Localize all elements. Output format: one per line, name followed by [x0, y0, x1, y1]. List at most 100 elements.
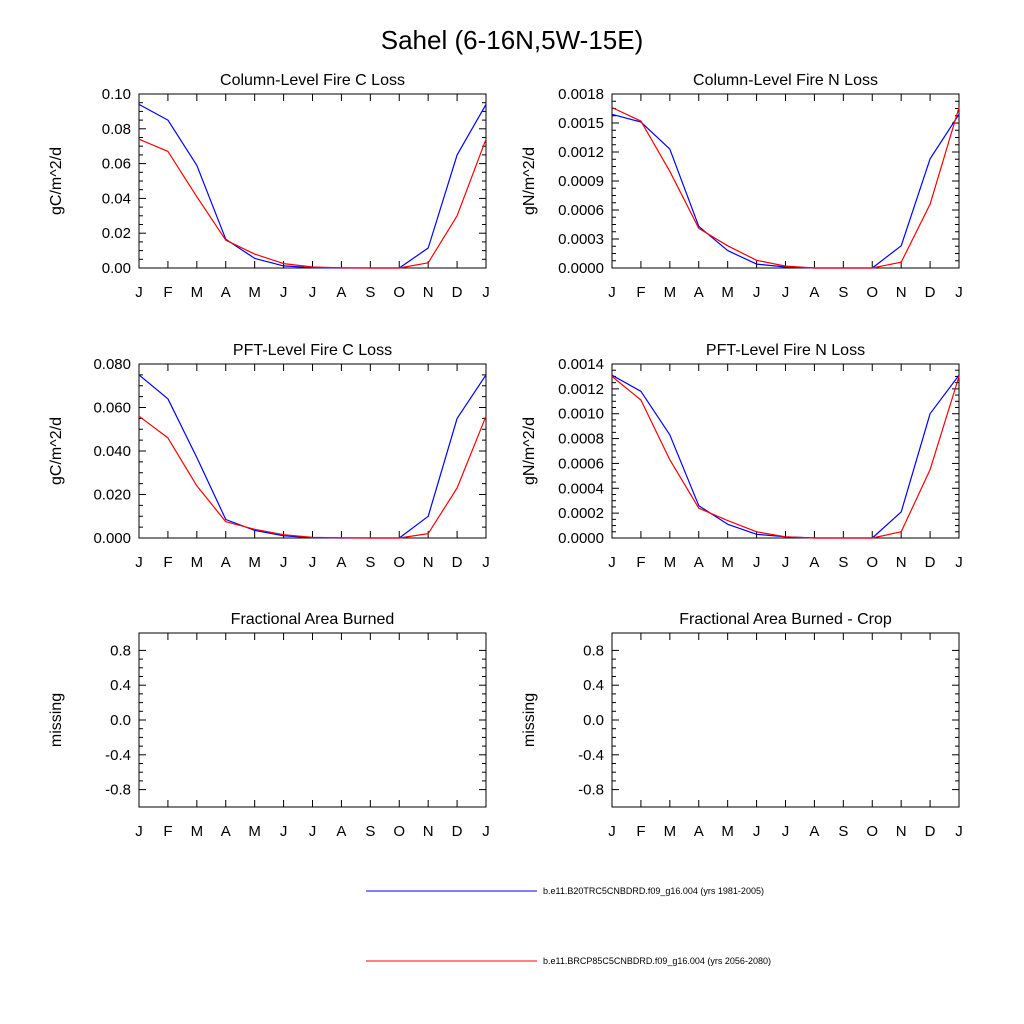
x-tick-label: S	[365, 284, 375, 301]
legend-item-2: b.e11.BRCP85C5CNBDRD.f09_g16.004 (yrs 20…	[366, 956, 771, 966]
y-tick-label: 0.0012	[558, 144, 604, 161]
x-tick-label: J	[135, 823, 143, 840]
y-tick-label: 0.8	[583, 642, 604, 659]
x-tick-label: A	[694, 554, 704, 571]
panel-title: Column-Level Fire N Loss	[693, 72, 878, 89]
x-tick-label: A	[221, 823, 231, 840]
y-tick-label: 0.080	[93, 356, 131, 373]
x-tick-label: M	[664, 554, 677, 571]
x-tick-label: M	[721, 284, 734, 301]
x-tick-label: J	[955, 823, 963, 840]
panel-title: PFT-Level Fire C Loss	[233, 342, 392, 359]
y-axis-label: gC/m^2/d	[48, 147, 65, 215]
x-tick-label: A	[809, 554, 819, 571]
y-tick-label: 0.0015	[558, 115, 604, 132]
x-tick-label: A	[221, 554, 231, 571]
x-tick-label: J	[782, 823, 790, 840]
x-tick-label: M	[721, 554, 734, 571]
y-tick-label: 0.00	[102, 260, 131, 277]
y-tick-label: 0.10	[102, 86, 131, 103]
y-tick-label: 0.06	[102, 156, 131, 173]
y-tick-label: 0.0006	[558, 455, 604, 472]
x-tick-label: O	[393, 284, 405, 301]
x-tick-label: N	[423, 554, 434, 571]
suptitle: Sahel (6-16N,5W-15E)	[381, 25, 644, 55]
x-tick-label: M	[248, 284, 261, 301]
y-tick-label: 0.0014	[558, 356, 604, 373]
series-line-2	[138, 415, 487, 539]
y-tick-label: 0.0008	[558, 431, 604, 448]
x-tick-label: F	[636, 554, 645, 571]
y-tick-label: 0.020	[93, 487, 131, 504]
x-tick-label: M	[664, 284, 677, 301]
x-tick-label: J	[135, 284, 143, 301]
x-tick-label: A	[336, 823, 346, 840]
y-tick-label: 0.0000	[558, 260, 604, 277]
x-tick-label: D	[925, 554, 936, 571]
x-tick-label: J	[482, 284, 490, 301]
x-tick-label: D	[925, 823, 936, 840]
panel-title: Column-Level Fire C Loss	[220, 72, 405, 89]
x-tick-label: J	[309, 554, 317, 571]
x-tick-label: D	[452, 284, 463, 301]
y-tick-label: 0.0006	[558, 202, 604, 219]
x-tick-label: J	[309, 823, 317, 840]
x-tick-label: O	[393, 554, 405, 571]
y-tick-label: 0.0000	[558, 530, 604, 547]
x-tick-label: M	[191, 284, 204, 301]
panel-title: PFT-Level Fire N Loss	[706, 342, 865, 359]
y-tick-label: 0.08	[102, 121, 131, 138]
x-tick-label: A	[336, 284, 346, 301]
y-axis-label: missing	[521, 693, 538, 747]
x-tick-label: A	[694, 284, 704, 301]
x-tick-label: O	[866, 823, 878, 840]
x-tick-label: J	[482, 823, 490, 840]
x-tick-label: A	[336, 554, 346, 571]
y-tick-label: 0.0004	[558, 480, 604, 497]
y-tick-label: 0.0010	[558, 406, 604, 423]
y-tick-label: 0.0002	[558, 505, 604, 522]
x-tick-label: S	[365, 554, 375, 571]
series-line-2	[138, 138, 487, 269]
y-tick-label: 0.0009	[558, 173, 604, 190]
series-line-1	[611, 113, 960, 269]
x-tick-label: J	[753, 823, 761, 840]
y-tick-label: 0.4	[110, 677, 131, 694]
x-tick-label: A	[694, 823, 704, 840]
series-line-2	[611, 106, 960, 269]
y-tick-label: 0.0018	[558, 86, 604, 103]
x-tick-label: J	[955, 284, 963, 301]
x-tick-label: J	[753, 554, 761, 571]
x-tick-label: F	[636, 823, 645, 840]
plot-frame	[138, 363, 487, 539]
x-tick-label: M	[248, 823, 261, 840]
x-tick-label: A	[221, 284, 231, 301]
y-tick-label: 0.4	[583, 677, 604, 694]
y-tick-label: 0.040	[93, 443, 131, 460]
x-tick-label: N	[896, 284, 907, 301]
x-tick-label: M	[191, 554, 204, 571]
y-axis-label: gN/m^2/d	[521, 147, 538, 215]
x-tick-label: J	[280, 823, 288, 840]
x-tick-label: J	[782, 284, 790, 301]
x-tick-label: J	[782, 554, 790, 571]
x-tick-label: J	[482, 554, 490, 571]
x-tick-label: S	[838, 554, 848, 571]
x-tick-label: A	[809, 823, 819, 840]
y-tick-label: -0.8	[105, 782, 131, 799]
x-tick-label: A	[809, 284, 819, 301]
y-tick-label: -0.8	[578, 782, 604, 799]
x-tick-label: O	[866, 554, 878, 571]
plot-frame	[611, 363, 960, 539]
legend: b.e11.B20TRC5CNBDRD.f09_g16.004 (yrs 198…	[366, 886, 771, 966]
x-tick-label: J	[753, 284, 761, 301]
legend-label: b.e11.BRCP85C5CNBDRD.f09_g16.004 (yrs 20…	[543, 956, 771, 966]
x-tick-label: M	[248, 554, 261, 571]
x-tick-label: M	[664, 823, 677, 840]
legend-label: b.e11.B20TRC5CNBDRD.f09_g16.004 (yrs 198…	[543, 886, 764, 896]
x-tick-label: S	[838, 284, 848, 301]
